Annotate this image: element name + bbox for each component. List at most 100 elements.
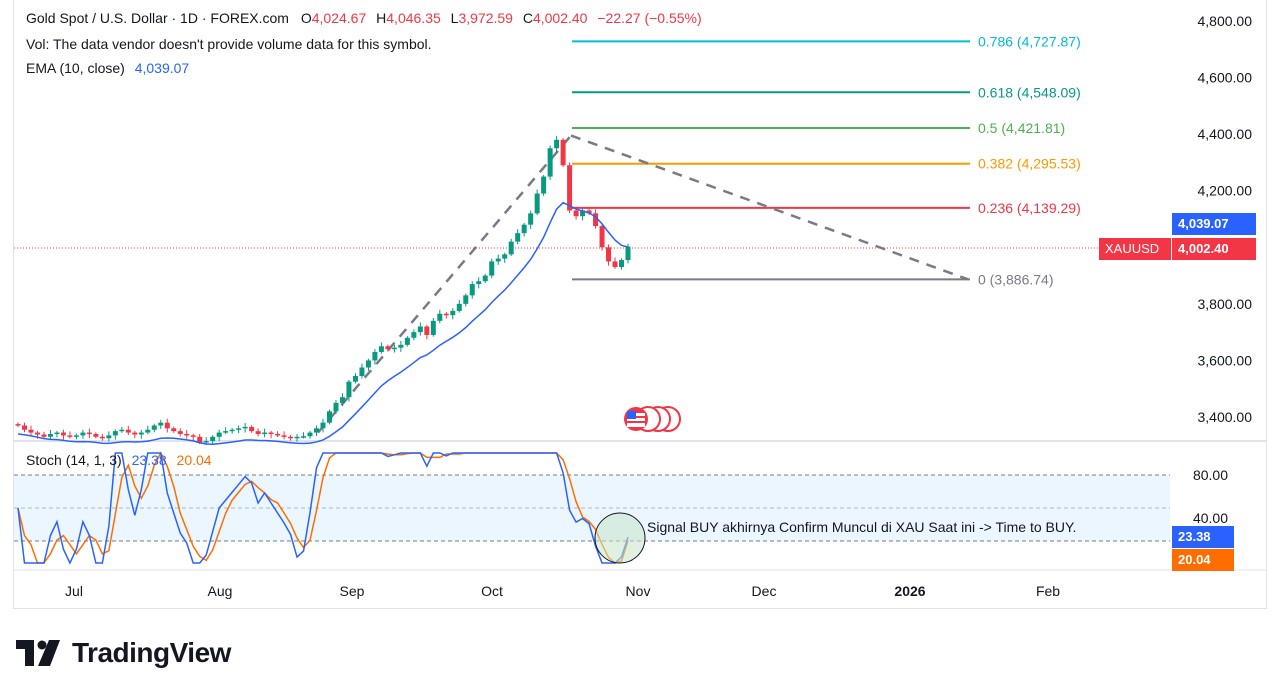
candle-body [314, 428, 320, 433]
time-axis-label: Jul [65, 583, 83, 599]
time-axis-label: Nov [626, 583, 651, 599]
stoch-k-line [17, 452, 629, 565]
candle-body [424, 326, 430, 335]
last-price-tag: 4,002.40 [1172, 238, 1256, 260]
candle-body [430, 320, 436, 335]
candle-body [21, 425, 27, 430]
candle-body [67, 435, 73, 437]
candle-body [502, 254, 508, 259]
candle-body [249, 426, 255, 432]
candle-body [580, 210, 586, 217]
candle-body [593, 213, 599, 227]
candle-body [28, 429, 34, 433]
volume-note: Vol: The data vendor doesn't provide vol… [26, 36, 432, 52]
candle-body [171, 428, 177, 432]
candle-body [398, 344, 404, 348]
candle-body [450, 310, 456, 316]
time-axis-label: Sep [340, 583, 365, 599]
candle-body [541, 176, 547, 194]
candle-body [586, 210, 592, 214]
candle-body [619, 260, 625, 268]
candle-body [164, 422, 170, 429]
candle-body [119, 429, 125, 432]
candle-body [106, 435, 112, 439]
candle-body [288, 436, 294, 439]
candle-body [177, 431, 183, 434]
stoch-d-value: 20.04 [176, 452, 212, 468]
candle-body [255, 431, 261, 434]
candlestick-series [15, 135, 631, 446]
candle-body [184, 433, 190, 436]
stoch-k-value: 23.38 [131, 452, 167, 468]
candle-body [385, 346, 391, 350]
fibonacci-retracement[interactable]: 0.786 (4,727.87) 0.618 (4,548.09) 0.5 (4,4… [572, 33, 1081, 287]
stoch-label: Stoch (14, 1, 3) [26, 452, 122, 468]
stoch-axis-label: 40.00 [1193, 510, 1228, 526]
trend-lines[interactable] [317, 134, 969, 434]
candle-body [560, 139, 566, 166]
time-axis-label: Oct [481, 583, 503, 599]
candle-body [145, 429, 151, 433]
chart-frame [13, 0, 1267, 609]
ema-value: 4,039.07 [134, 60, 190, 76]
candle-body [223, 431, 229, 433]
fib-level-label: 0.618 (4,548.09) [978, 84, 1081, 100]
price-axis[interactable]: 4,800.00 4,600.00 4,400.00 4,200.00 3,800.00… [1193, 13, 1252, 526]
ema-legend[interactable]: EMA (10, close) 4,039.07 [26, 60, 189, 76]
uptrend-line [317, 134, 572, 434]
candle-body [476, 281, 482, 285]
signal-circle [594, 512, 646, 564]
candle-body [216, 432, 222, 437]
candle-body [60, 432, 66, 436]
candle-body [80, 432, 86, 436]
candle-body [138, 432, 144, 435]
candle-body [489, 261, 495, 276]
symbol-tag: XAUUSD [1099, 238, 1171, 260]
fib-level-label: 0 (3,886.74) [978, 271, 1054, 287]
candle-body [99, 436, 105, 439]
stoch-legend[interactable]: Stoch (14, 1, 3) 23.38 20.04 [26, 452, 212, 468]
candle-body [86, 432, 92, 435]
candle-body [242, 426, 248, 429]
symbol-title[interactable]: Gold Spot / U.S. Dollar · 1D · FOREX.com [26, 10, 289, 26]
economic-events-icon[interactable] [618, 405, 682, 433]
time-axis-label: Feb [1036, 583, 1060, 599]
candle-body [508, 241, 514, 255]
candle-body [567, 165, 573, 211]
candle-body [534, 193, 540, 214]
time-axis[interactable]: Jul Aug Sep Oct Nov Dec 2026 Feb [65, 583, 1060, 599]
candle-body [236, 428, 242, 430]
candle-body [262, 432, 268, 435]
candle-body [47, 433, 53, 437]
candle-body [339, 397, 345, 403]
ohlc-change: −22.27 (−0.55%) [597, 10, 702, 26]
candle-body [275, 433, 281, 436]
candle-body [437, 313, 443, 321]
candle-body [125, 429, 131, 433]
candle-body [515, 233, 521, 242]
candle-body [456, 303, 462, 311]
candle-body [151, 425, 157, 430]
tradingview-logo[interactable]: TradingView [16, 636, 231, 670]
candle-body [112, 431, 118, 436]
ema-price-tag: 4,039.07 [1172, 213, 1256, 235]
candle-body [34, 432, 40, 435]
candle-body [320, 422, 326, 429]
price-axis-label: 4,400.00 [1198, 126, 1253, 142]
stoch-series [17, 451, 629, 565]
candle-body [463, 295, 469, 304]
candle-body [346, 381, 352, 398]
signal-annotation[interactable]: Signal BUY akhirnya Confirm Muncul di XA… [647, 519, 1076, 535]
candle-body [132, 432, 138, 435]
ohlc-low: L3,972.59 [450, 10, 513, 26]
candle-body [378, 346, 384, 352]
candle-body [521, 224, 527, 234]
candle-body [469, 284, 475, 296]
candle-body [495, 258, 501, 262]
retracement-line [570, 134, 969, 281]
price-axis-label: 3,400.00 [1198, 409, 1253, 425]
candle-body [229, 429, 235, 432]
candle-body [547, 148, 553, 177]
legend-main: Gold Spot / U.S. Dollar · 1D · FOREX.com… [26, 10, 702, 26]
